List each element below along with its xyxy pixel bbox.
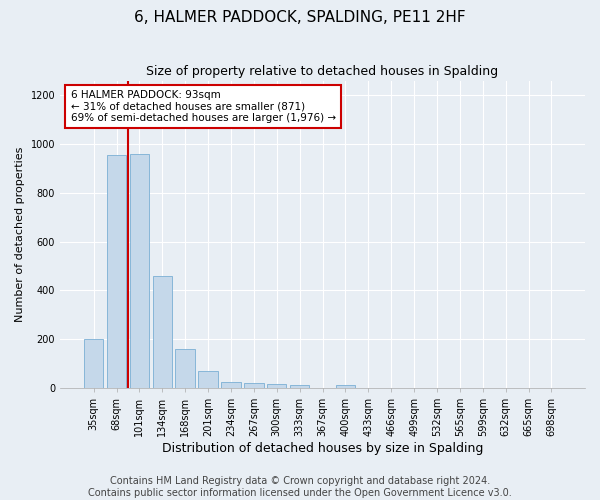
Text: 6, HALMER PADDOCK, SPALDING, PE11 2HF: 6, HALMER PADDOCK, SPALDING, PE11 2HF <box>134 10 466 25</box>
Bar <box>175 349 195 388</box>
Bar <box>152 276 172 388</box>
Y-axis label: Number of detached properties: Number of detached properties <box>15 146 25 322</box>
Bar <box>84 339 103 388</box>
Bar <box>335 385 355 388</box>
Text: Contains HM Land Registry data © Crown copyright and database right 2024.
Contai: Contains HM Land Registry data © Crown c… <box>88 476 512 498</box>
Bar <box>130 154 149 388</box>
Title: Size of property relative to detached houses in Spalding: Size of property relative to detached ho… <box>146 65 499 78</box>
X-axis label: Distribution of detached houses by size in Spalding: Distribution of detached houses by size … <box>162 442 483 455</box>
Bar <box>290 385 310 388</box>
Bar <box>244 383 263 388</box>
Bar <box>267 384 286 388</box>
Bar <box>199 372 218 388</box>
Bar <box>107 155 126 388</box>
Bar <box>221 382 241 388</box>
Text: 6 HALMER PADDOCK: 93sqm
← 31% of detached houses are smaller (871)
69% of semi-d: 6 HALMER PADDOCK: 93sqm ← 31% of detache… <box>71 90 335 123</box>
